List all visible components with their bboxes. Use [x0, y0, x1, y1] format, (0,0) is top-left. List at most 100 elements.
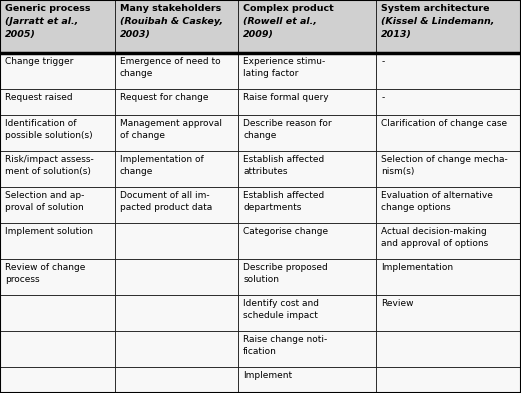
Text: change: change	[243, 131, 277, 140]
Text: Management approval: Management approval	[120, 119, 221, 128]
Text: proval of solution: proval of solution	[5, 203, 84, 212]
Bar	[238, 53, 376, 89]
Bar	[238, 367, 376, 393]
Bar	[0, 187, 115, 223]
Bar	[115, 187, 238, 223]
Text: 2013): 2013)	[381, 29, 412, 39]
Bar	[376, 115, 521, 151]
Bar	[115, 259, 238, 295]
Text: lating factor: lating factor	[243, 69, 299, 78]
Bar	[376, 151, 521, 187]
Text: Raise change noti-: Raise change noti-	[243, 335, 327, 344]
Text: of change: of change	[120, 131, 165, 140]
Bar	[0, 331, 115, 367]
Text: Implementation: Implementation	[381, 263, 453, 272]
Bar	[376, 53, 521, 89]
Text: Establish affected: Establish affected	[243, 155, 325, 164]
Text: Describe reason for: Describe reason for	[243, 119, 332, 128]
Text: Document of all im-: Document of all im-	[120, 191, 209, 200]
Text: nism(s): nism(s)	[381, 167, 415, 176]
Bar	[238, 115, 376, 151]
Text: Complex product: Complex product	[243, 4, 334, 13]
Bar	[238, 187, 376, 223]
Bar	[115, 295, 238, 331]
Text: 2009): 2009)	[243, 29, 274, 39]
Bar	[0, 295, 115, 331]
Bar	[376, 259, 521, 295]
Text: Implement solution: Implement solution	[5, 227, 93, 236]
Text: Change trigger: Change trigger	[5, 57, 73, 66]
Bar	[238, 0, 376, 53]
Text: ment of solution(s): ment of solution(s)	[5, 167, 91, 176]
Bar	[376, 331, 521, 367]
Bar	[115, 151, 238, 187]
Text: departments: departments	[243, 203, 302, 212]
Bar	[238, 331, 376, 367]
Bar	[0, 115, 115, 151]
Text: change options: change options	[381, 203, 451, 212]
Text: schedule impact: schedule impact	[243, 311, 318, 320]
Text: 2005): 2005)	[5, 29, 36, 39]
Text: Identification of: Identification of	[5, 119, 77, 128]
Bar	[376, 367, 521, 393]
Text: Describe proposed: Describe proposed	[243, 263, 328, 272]
Text: Actual decision-making: Actual decision-making	[381, 227, 487, 236]
Bar	[115, 367, 238, 393]
Text: Selection of change mecha-: Selection of change mecha-	[381, 155, 508, 164]
Text: solution: solution	[243, 275, 279, 284]
Text: Review of change: Review of change	[5, 263, 85, 272]
Text: -: -	[381, 93, 384, 102]
Text: Clarification of change case: Clarification of change case	[381, 119, 507, 128]
Bar	[0, 151, 115, 187]
Text: Raise formal query: Raise formal query	[243, 93, 329, 102]
Text: System architecture: System architecture	[381, 4, 490, 13]
Text: Generic process: Generic process	[5, 4, 91, 13]
Bar	[376, 0, 521, 53]
Bar	[376, 89, 521, 115]
Bar	[238, 151, 376, 187]
Text: fication: fication	[243, 347, 277, 356]
Bar	[115, 53, 238, 89]
Text: 2003): 2003)	[120, 29, 151, 39]
Text: (Kissel & Lindemann,: (Kissel & Lindemann,	[381, 17, 494, 26]
Text: Selection and ap-: Selection and ap-	[5, 191, 84, 200]
Text: Many stakeholders: Many stakeholders	[120, 4, 221, 13]
Text: Review: Review	[381, 299, 414, 308]
Text: Request for change: Request for change	[120, 93, 208, 102]
Bar	[238, 259, 376, 295]
Text: possible solution(s): possible solution(s)	[5, 131, 93, 140]
Text: change: change	[120, 69, 153, 78]
Bar	[115, 115, 238, 151]
Bar	[238, 89, 376, 115]
Text: (Jarratt et al.,: (Jarratt et al.,	[5, 17, 78, 26]
Text: change: change	[120, 167, 153, 176]
Bar	[376, 223, 521, 259]
Bar	[0, 0, 115, 53]
Text: Experience stimu-: Experience stimu-	[243, 57, 325, 66]
Bar	[115, 0, 238, 53]
Text: process: process	[5, 275, 40, 284]
Bar	[0, 223, 115, 259]
Text: pacted product data: pacted product data	[120, 203, 212, 212]
Text: Categorise change: Categorise change	[243, 227, 328, 236]
Bar	[238, 295, 376, 331]
Bar	[238, 223, 376, 259]
Text: Emergence of need to: Emergence of need to	[120, 57, 220, 66]
Text: Request raised: Request raised	[5, 93, 72, 102]
Text: Identify cost and: Identify cost and	[243, 299, 319, 308]
Bar	[0, 367, 115, 393]
Text: Implement: Implement	[243, 371, 292, 380]
Text: Evaluation of alternative: Evaluation of alternative	[381, 191, 493, 200]
Bar	[376, 295, 521, 331]
Text: Risk/impact assess-: Risk/impact assess-	[5, 155, 94, 164]
Text: attributes: attributes	[243, 167, 288, 176]
Bar	[115, 89, 238, 115]
Text: -: -	[381, 57, 384, 66]
Bar	[0, 259, 115, 295]
Bar	[376, 187, 521, 223]
Text: (Rouibah & Caskey,: (Rouibah & Caskey,	[120, 17, 222, 26]
Text: and approval of options: and approval of options	[381, 239, 488, 248]
Text: Establish affected: Establish affected	[243, 191, 325, 200]
Text: (Rowell et al.,: (Rowell et al.,	[243, 17, 317, 26]
Bar	[0, 89, 115, 115]
